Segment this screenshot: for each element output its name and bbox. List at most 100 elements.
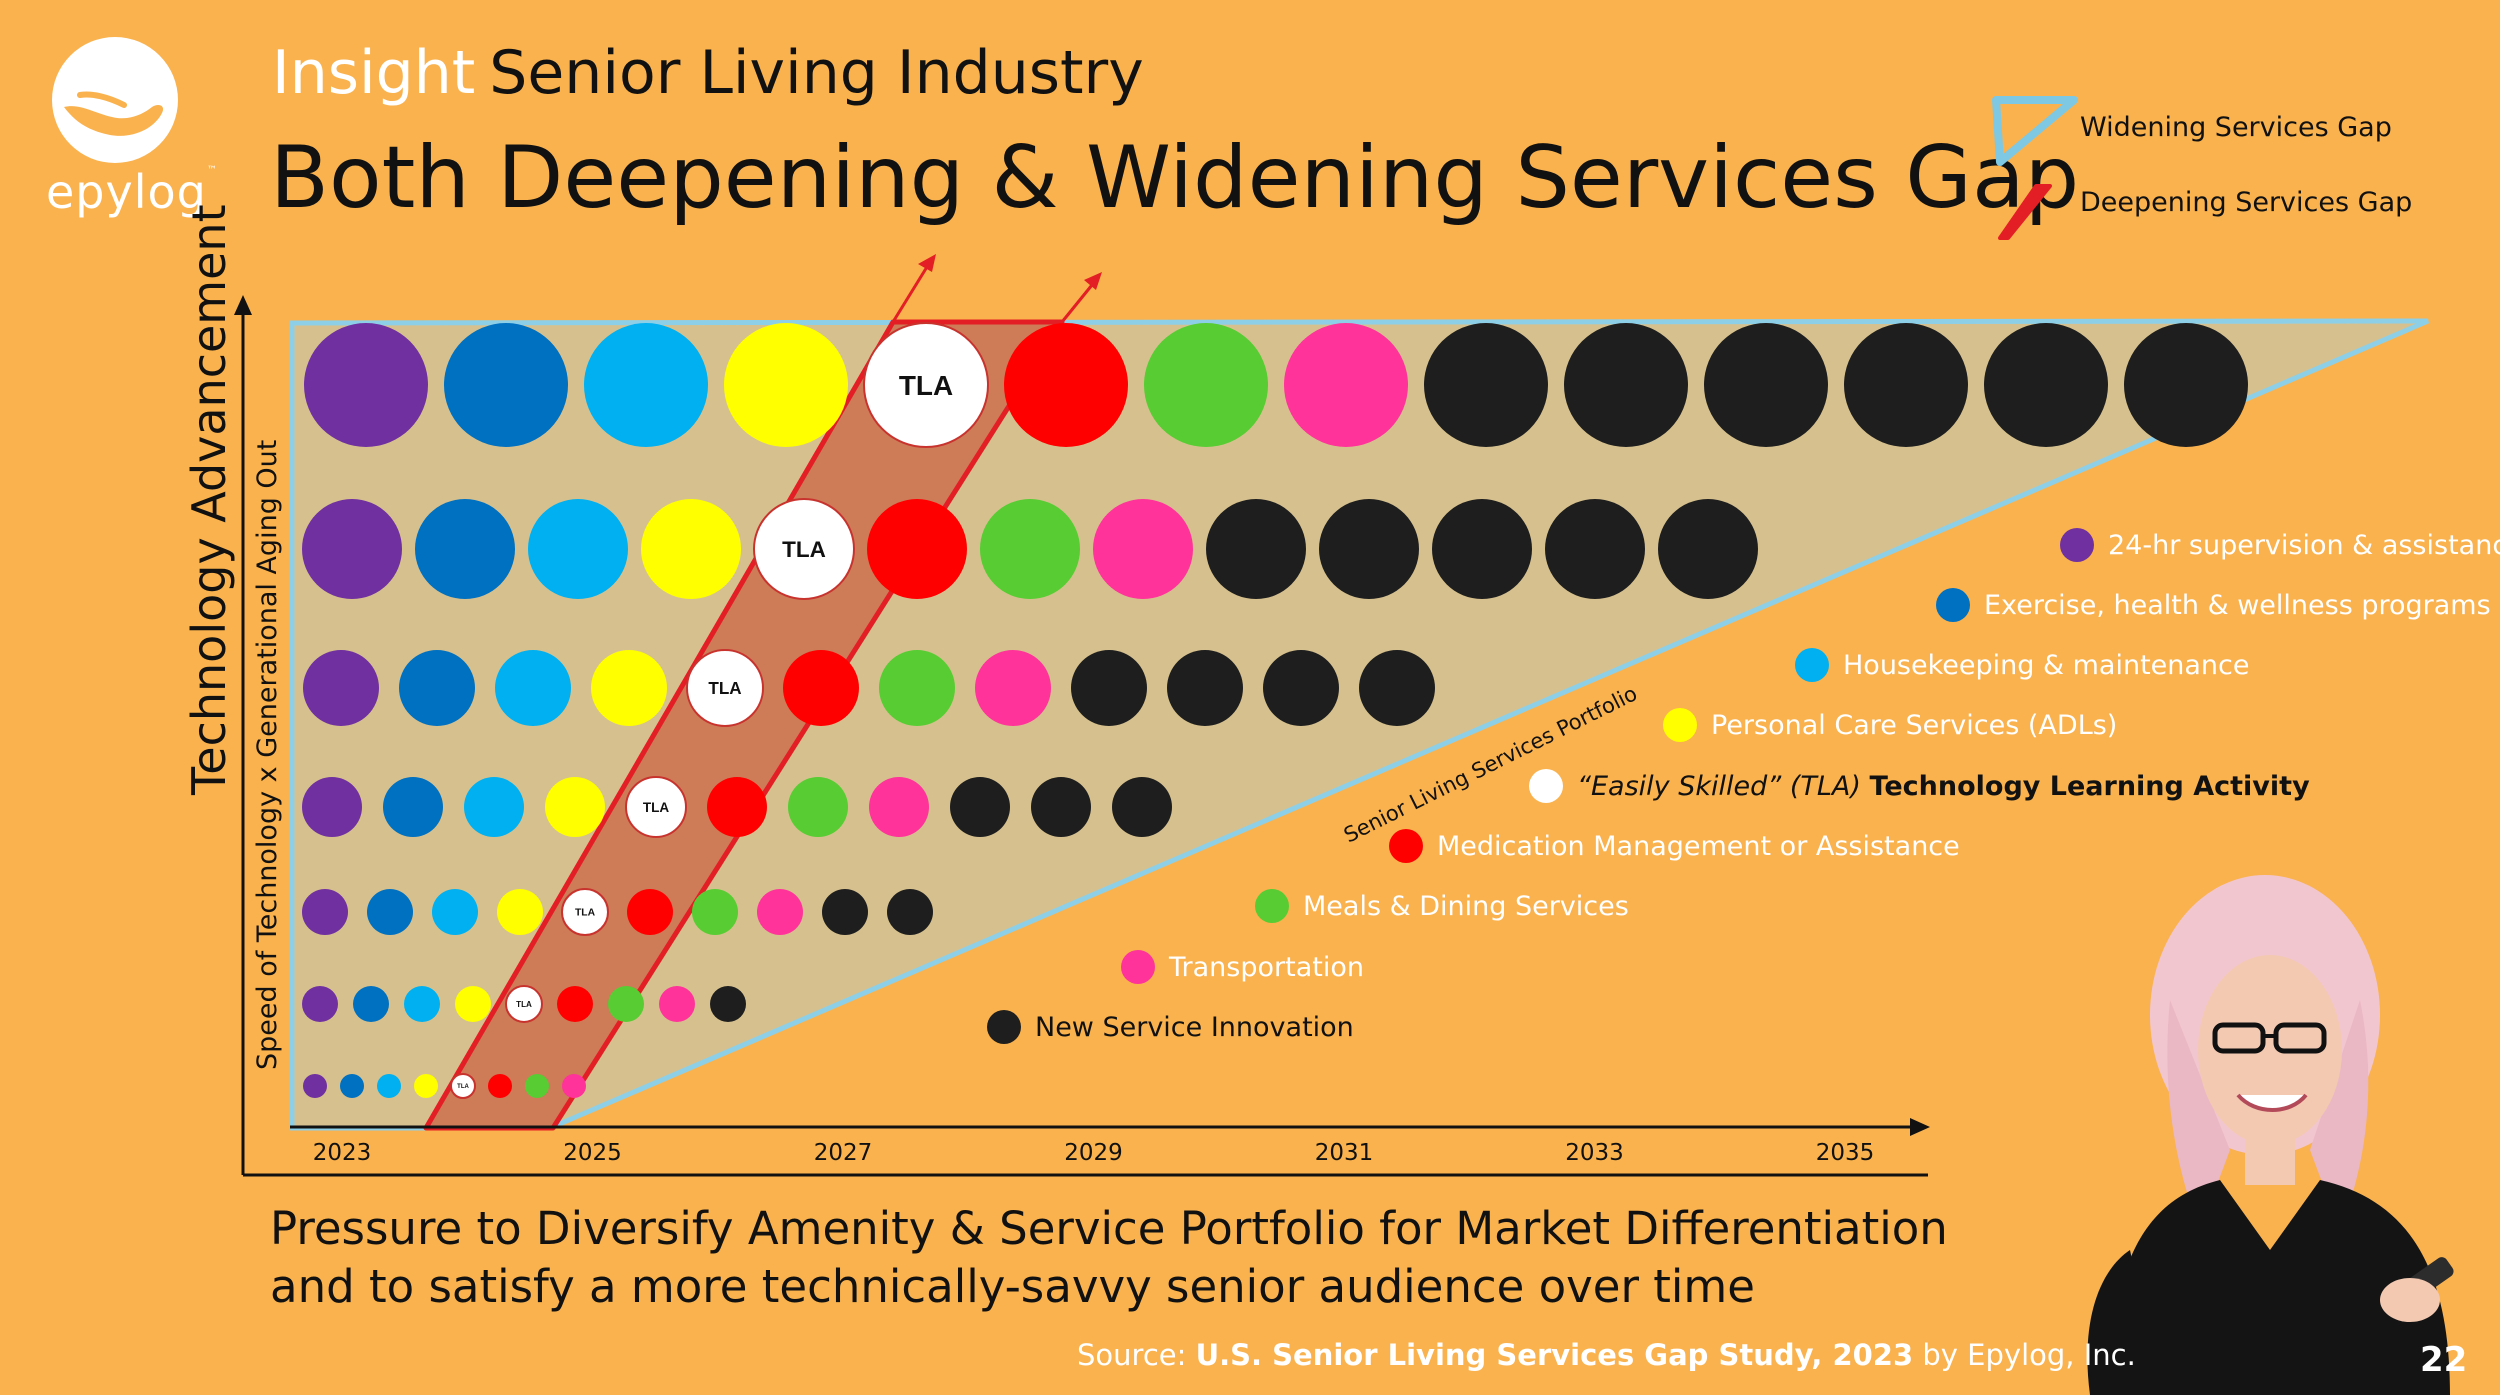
gap-legend: Widening Services Gap Deepening Services…: [1990, 92, 2470, 252]
service-bubble: [432, 889, 478, 935]
service-label: Housekeeping & maintenance: [1843, 649, 2250, 681]
service-bubble: [455, 986, 491, 1022]
service-bubble: [869, 777, 929, 837]
slide-subtitle: Pressure to Diversify Amenity & Service …: [270, 1200, 1948, 1316]
tla-bubble-label: TLA: [457, 1084, 469, 1090]
deepening-arrowhead-right: [1084, 272, 1102, 290]
service-legend-tla: “Easily Skilled” (TLA) Technology Learni…: [1529, 769, 2310, 803]
year-tick-label: 2023: [313, 1140, 372, 1166]
y-axis-subtitle: Speed of Technology x Generational Aging…: [252, 439, 283, 1070]
service-bubble: [1167, 650, 1243, 726]
service-label: Transportation: [1169, 951, 1364, 983]
legend-dot-pink: [1121, 950, 1155, 984]
service-bubble: [557, 986, 593, 1022]
service-legend-supervision: 24-hr supervision & assistance: [2060, 528, 2500, 562]
service-bubble: [340, 1074, 364, 1098]
deepening-arrow-left: [891, 261, 932, 323]
x-axis-arrowhead: [1910, 1118, 1930, 1136]
year-tick-labels: 2023 2025 2027 2029 2031 2033 2035: [313, 1140, 1875, 1166]
tla-bubble-label: TLA: [708, 679, 741, 698]
service-bubble: [724, 323, 848, 447]
legend-dot-red: [1389, 829, 1423, 863]
service-bubble: [783, 650, 859, 726]
bubble-layer: TLA TLA TLA TLA TLA TLA TLA: [302, 322, 2248, 1099]
legend-dot-blue: [1936, 588, 1970, 622]
service-bubble: [822, 889, 868, 935]
service-bubble: [757, 889, 803, 935]
service-bubble: [383, 777, 443, 837]
service-bubble: [950, 777, 1010, 837]
service-bubble: [975, 650, 1051, 726]
service-legend-personal-care: Personal Care Services (ADLs): [1663, 708, 2117, 742]
source-citation: Source: U.S. Senior Living Services Gap …: [1077, 1338, 2136, 1372]
service-legend-innovation: New Service Innovation: [987, 1010, 1354, 1044]
service-bubble: [1004, 323, 1128, 447]
service-legend-wellness: Exercise, health & wellness programs: [1936, 588, 2491, 622]
service-bubble: [1031, 777, 1091, 837]
service-bubble: [1093, 499, 1193, 599]
service-legend-transportation: Transportation: [1121, 950, 1364, 984]
service-bubble: [415, 499, 515, 599]
service-bubble: [302, 889, 348, 935]
presenter-photo: [2087, 875, 2454, 1395]
service-bubble: [641, 499, 741, 599]
deepening-gap-icon: [1998, 184, 2052, 240]
service-bubble: [1658, 499, 1758, 599]
service-bubble: [302, 499, 402, 599]
service-bubble: [562, 1074, 586, 1098]
service-legend-meals: Meals & Dining Services: [1255, 889, 1629, 923]
tla-bubble: [561, 888, 609, 936]
service-bubble: [404, 986, 440, 1022]
tla-bubble: [625, 776, 687, 838]
tla-bubble: [863, 322, 989, 448]
service-bubble: [707, 777, 767, 837]
insight-label: Insight: [272, 38, 476, 108]
service-bubble: [1424, 323, 1548, 447]
service-bubble: [591, 650, 667, 726]
subtitle-line-1: Pressure to Diversify Amenity & Service …: [270, 1202, 1948, 1255]
service-bubble: [1564, 323, 1688, 447]
service-bubble: [710, 986, 746, 1022]
service-bubble: [1432, 499, 1532, 599]
widening-gap-label: Widening Services Gap: [2080, 112, 2392, 143]
subtitle-line-2: and to satisfy a more technically-savvy …: [270, 1260, 1755, 1313]
service-bubble: [867, 499, 967, 599]
y-axis-arrowhead: [234, 295, 252, 315]
service-bubble: [444, 323, 568, 447]
service-bubble: [1263, 650, 1339, 726]
year-tick-label: 2029: [1064, 1140, 1123, 1166]
service-bubble: [528, 499, 628, 599]
gap-legend-icons: [1992, 96, 2078, 240]
hand-logo-icon: [52, 37, 178, 163]
year-tick-label: 2031: [1315, 1140, 1374, 1166]
deepening-arrow-right: [1060, 279, 1098, 323]
service-bubble: [353, 986, 389, 1022]
service-bubble: [488, 1074, 512, 1098]
service-bubble: [627, 889, 673, 935]
service-bubble: [302, 777, 362, 837]
service-bubble: [1284, 323, 1408, 447]
service-bubble: [608, 986, 644, 1022]
service-label: Medication Management or Assistance: [1437, 830, 1960, 862]
service-bubble: [659, 986, 695, 1022]
service-bubble: [1984, 323, 2108, 447]
service-legend-medication: Medication Management or Assistance: [1389, 829, 1960, 863]
service-legend-housekeeping: Housekeeping & maintenance: [1795, 648, 2250, 682]
tla-bubble-label: TLA: [516, 1000, 532, 1009]
service-bubble: [1319, 499, 1419, 599]
year-tick-label: 2025: [563, 1140, 622, 1166]
service-label: Meals & Dining Services: [1303, 890, 1629, 922]
service-label: Personal Care Services (ADLs): [1711, 709, 2118, 741]
legend-dot-purple: [2060, 528, 2094, 562]
service-bubble: [1704, 323, 1828, 447]
year-tick-label: 2027: [814, 1140, 873, 1166]
service-bubble: [1545, 499, 1645, 599]
service-bubble: [497, 889, 543, 935]
service-bubble: [584, 323, 708, 447]
service-bubble: [1112, 777, 1172, 837]
tla-bubble-label: TLA: [575, 908, 596, 919]
service-bubble: [1144, 323, 1268, 447]
service-bubble: [1206, 499, 1306, 599]
legend-dot-white: [1529, 769, 1563, 803]
